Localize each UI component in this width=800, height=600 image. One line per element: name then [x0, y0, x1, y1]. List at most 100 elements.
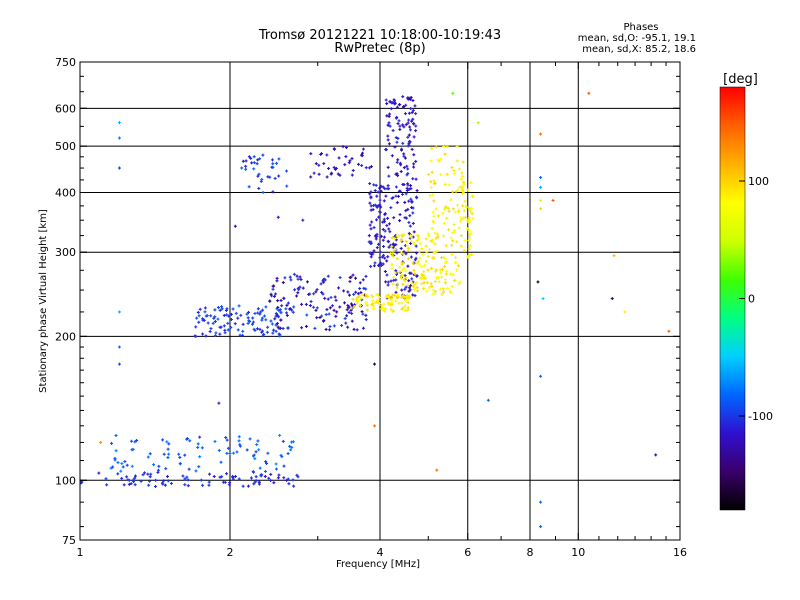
data-point — [261, 190, 265, 194]
data-point — [444, 261, 448, 265]
data-point — [368, 251, 372, 255]
data-point — [412, 162, 416, 166]
data-point — [392, 216, 396, 220]
data-point — [458, 280, 462, 284]
data-point — [216, 317, 220, 321]
data-point — [407, 279, 411, 283]
data-point — [371, 208, 375, 212]
data-point — [410, 277, 414, 281]
data-point — [276, 305, 280, 309]
data-point — [367, 166, 371, 170]
data-point — [344, 321, 348, 325]
data-point — [309, 175, 313, 179]
data-point — [322, 277, 326, 281]
data-point — [390, 244, 394, 248]
data-point — [402, 183, 406, 187]
data-point — [329, 172, 333, 176]
data-point — [162, 452, 166, 456]
data-point — [266, 325, 270, 329]
data-point — [373, 261, 377, 265]
data-point — [178, 455, 182, 459]
data-point — [257, 448, 261, 452]
data-point — [383, 213, 387, 217]
data-point — [404, 285, 408, 289]
data-point — [409, 128, 413, 132]
data-point — [285, 313, 289, 317]
data-point — [274, 467, 278, 471]
data-point — [385, 187, 389, 191]
data-point — [381, 185, 385, 189]
data-point — [452, 222, 456, 226]
data-point — [330, 304, 334, 308]
data-point — [271, 287, 275, 291]
data-point — [409, 241, 413, 245]
data-point — [313, 326, 317, 330]
data-point — [244, 164, 248, 168]
data-point — [379, 303, 383, 307]
data-point — [426, 268, 430, 272]
data-point — [467, 253, 471, 257]
data-point — [470, 194, 474, 198]
data-point — [345, 308, 349, 312]
data-point — [460, 177, 464, 181]
data-point — [286, 301, 290, 305]
data-point — [426, 232, 430, 236]
data-point — [384, 194, 388, 198]
data-point — [347, 310, 351, 314]
data-point — [334, 298, 338, 302]
data-point — [282, 464, 286, 468]
data-point — [130, 439, 134, 443]
data-point — [422, 281, 426, 285]
data-point — [399, 246, 403, 250]
data-point — [202, 318, 206, 322]
data-point — [397, 119, 401, 123]
data-point — [327, 328, 331, 332]
data-point — [395, 257, 399, 261]
data-point — [412, 165, 416, 169]
data-point — [220, 475, 224, 479]
data-point — [214, 331, 218, 335]
data-point — [402, 278, 406, 282]
data-point — [402, 154, 406, 158]
data-point — [186, 437, 190, 441]
data-point — [274, 462, 278, 466]
data-point — [398, 127, 402, 131]
data-point — [198, 455, 202, 459]
data-point — [351, 168, 355, 172]
data-point — [277, 473, 281, 477]
data-point — [432, 199, 436, 203]
data-point — [292, 272, 296, 276]
data-point — [407, 141, 411, 145]
data-point — [457, 226, 461, 230]
data-point — [391, 242, 395, 246]
data-point — [407, 111, 411, 115]
data-point — [391, 282, 395, 286]
data-point — [141, 473, 145, 477]
data-point — [349, 275, 353, 279]
data-point — [407, 199, 411, 203]
data-point — [409, 184, 413, 188]
data-point — [348, 159, 352, 163]
data-point — [383, 229, 387, 233]
data-point — [393, 236, 397, 240]
data-point — [305, 280, 309, 284]
data-point — [357, 299, 361, 303]
data-point — [358, 303, 362, 307]
data-point — [446, 287, 450, 291]
data-point — [404, 192, 408, 196]
data-point — [264, 318, 268, 322]
data-point — [443, 265, 447, 269]
data-point — [403, 156, 407, 160]
data-point — [460, 171, 464, 175]
data-point — [257, 186, 261, 190]
data-point — [197, 320, 201, 324]
data-point — [371, 252, 375, 256]
data-point — [166, 456, 170, 460]
data-point — [414, 112, 418, 116]
data-point — [411, 211, 415, 215]
data-point — [364, 166, 368, 170]
data-point — [400, 296, 404, 300]
data-point — [429, 159, 433, 163]
data-point — [289, 448, 293, 452]
data-point — [422, 270, 426, 274]
